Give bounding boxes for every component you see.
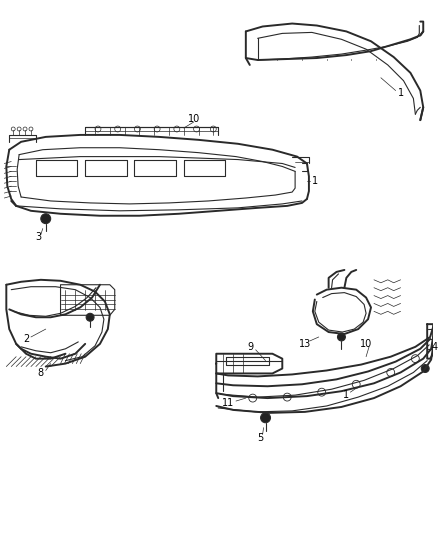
- Text: 4: 4: [432, 342, 438, 352]
- Circle shape: [338, 333, 346, 341]
- Text: 1: 1: [398, 87, 404, 98]
- Circle shape: [421, 365, 429, 373]
- Text: 1: 1: [343, 390, 350, 400]
- Text: 2: 2: [23, 334, 29, 344]
- Text: 1: 1: [312, 176, 318, 186]
- Text: 8: 8: [38, 368, 44, 378]
- Text: 5: 5: [258, 432, 264, 442]
- Text: 10: 10: [187, 114, 200, 124]
- Text: 10: 10: [360, 339, 372, 349]
- Text: 11: 11: [222, 398, 234, 408]
- Text: 3: 3: [36, 232, 42, 243]
- Text: 13: 13: [299, 339, 311, 349]
- Circle shape: [86, 313, 94, 321]
- Text: 9: 9: [248, 342, 254, 352]
- Circle shape: [41, 214, 51, 224]
- Circle shape: [261, 413, 271, 423]
